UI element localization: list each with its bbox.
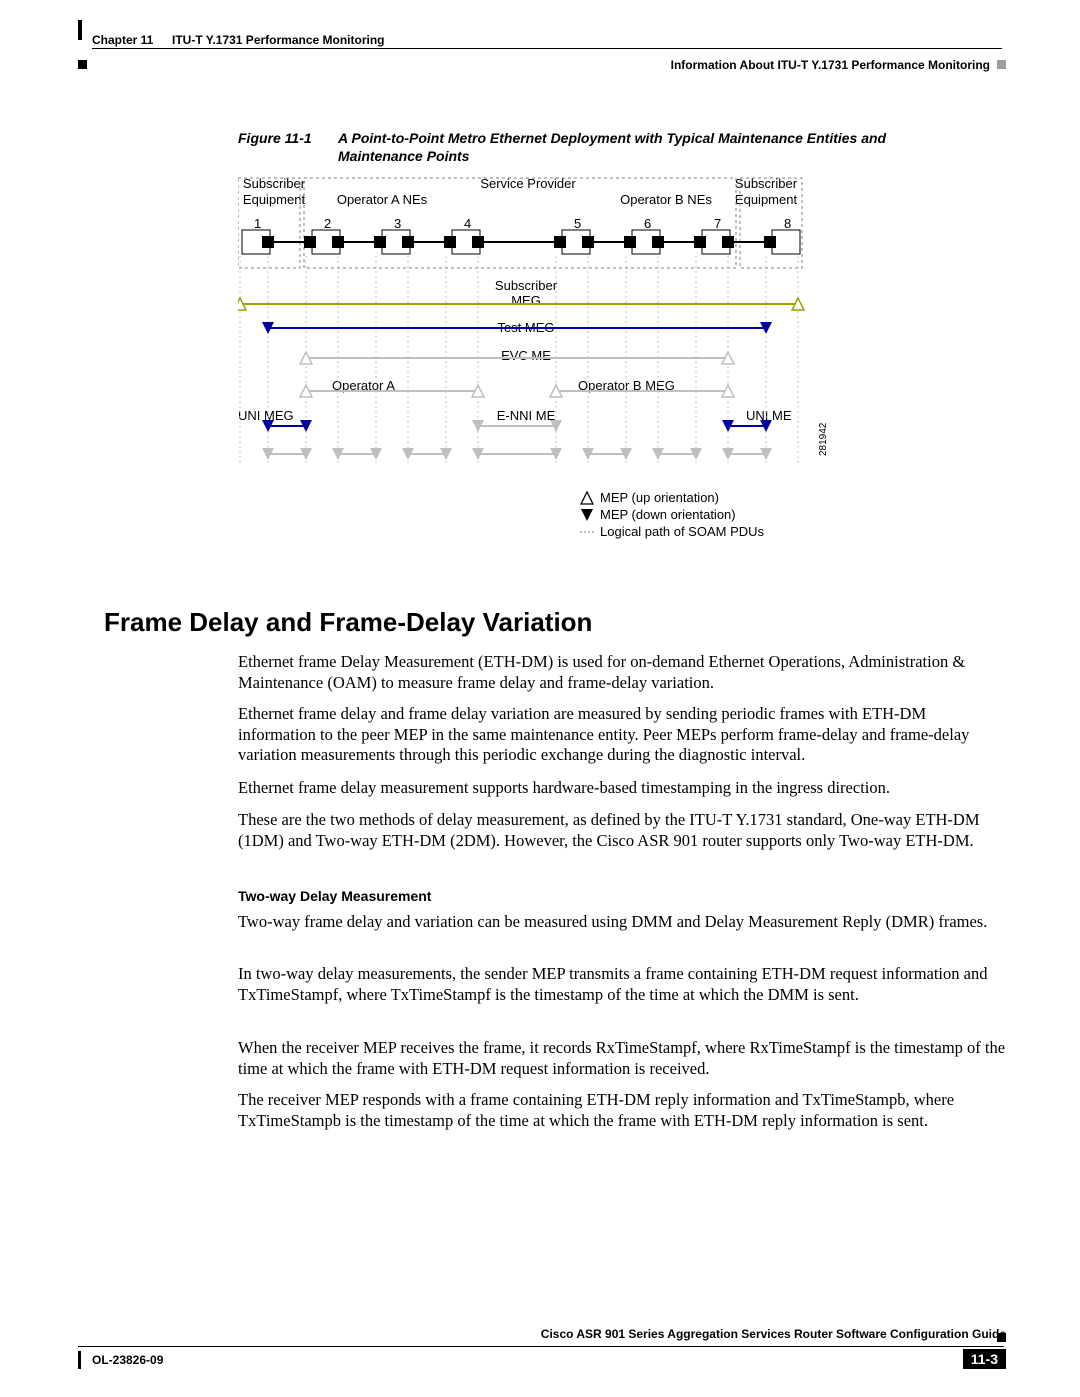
para-8: The receiver MEP responds with a frame c… <box>238 1090 1006 1131</box>
para-5: Two-way frame delay and variation can be… <box>238 912 1006 933</box>
header-left-square-icon <box>78 60 87 69</box>
header-chapter: Chapter 11 <box>92 33 153 47</box>
para-4: These are the two methods of delay measu… <box>238 810 1006 851</box>
figure-legend: MEP (up orientation) MEP (down orientati… <box>580 490 820 541</box>
diagram-svg <box>238 176 842 476</box>
footer-page-number: 11-3 <box>963 1349 1006 1369</box>
footer-rule <box>78 1346 1004 1347</box>
page: Chapter 11 ITU-T Y.1731 Performance Moni… <box>0 0 1080 1397</box>
triangle-up-icon <box>580 491 594 505</box>
header-rule <box>92 48 1002 49</box>
figure-diagram: Subscriber Equipment Operator A NEs Serv… <box>238 176 842 544</box>
legend-up-text: MEP (up orientation) <box>600 490 719 505</box>
footer-accent-bar <box>78 1351 81 1369</box>
para-2: Ethernet frame delay and frame delay var… <box>238 704 1006 766</box>
triangle-down-icon <box>580 508 594 522</box>
para-6: In two-way delay measurements, the sende… <box>238 964 1006 1005</box>
para-3: Ethernet frame delay measurement support… <box>238 778 1006 799</box>
footer-guide: Cisco ASR 901 Series Aggregation Service… <box>541 1327 1006 1341</box>
legend-down-text: MEP (down orientation) <box>600 507 736 522</box>
para-7: When the receiver MEP receives the frame… <box>238 1038 1006 1079</box>
legend-path-text: Logical path of SOAM PDUs <box>600 524 764 539</box>
footer-docnum: OL-23826-09 <box>92 1353 163 1367</box>
sub-heading: Two-way Delay Measurement <box>238 888 1006 906</box>
header-right-square-icon <box>997 60 1006 69</box>
header-title: ITU-T Y.1731 Performance Monitoring <box>172 33 385 47</box>
legend-row-up: MEP (up orientation) <box>580 490 820 505</box>
para-1: Ethernet frame Delay Measurement (ETH-DM… <box>238 652 1006 693</box>
dashed-line-icon <box>580 525 594 539</box>
figure-label: Figure 11-1 <box>238 130 312 146</box>
legend-row-path: Logical path of SOAM PDUs <box>580 524 820 539</box>
legend-row-down: MEP (down orientation) <box>580 507 820 522</box>
section-heading: Frame Delay and Frame-Delay Variation <box>104 607 592 638</box>
figure-caption: A Point-to-Point Metro Ethernet Deployme… <box>338 130 938 165</box>
header-accent-bar <box>78 20 82 40</box>
header-section: Information About ITU-T Y.1731 Performan… <box>671 58 990 72</box>
